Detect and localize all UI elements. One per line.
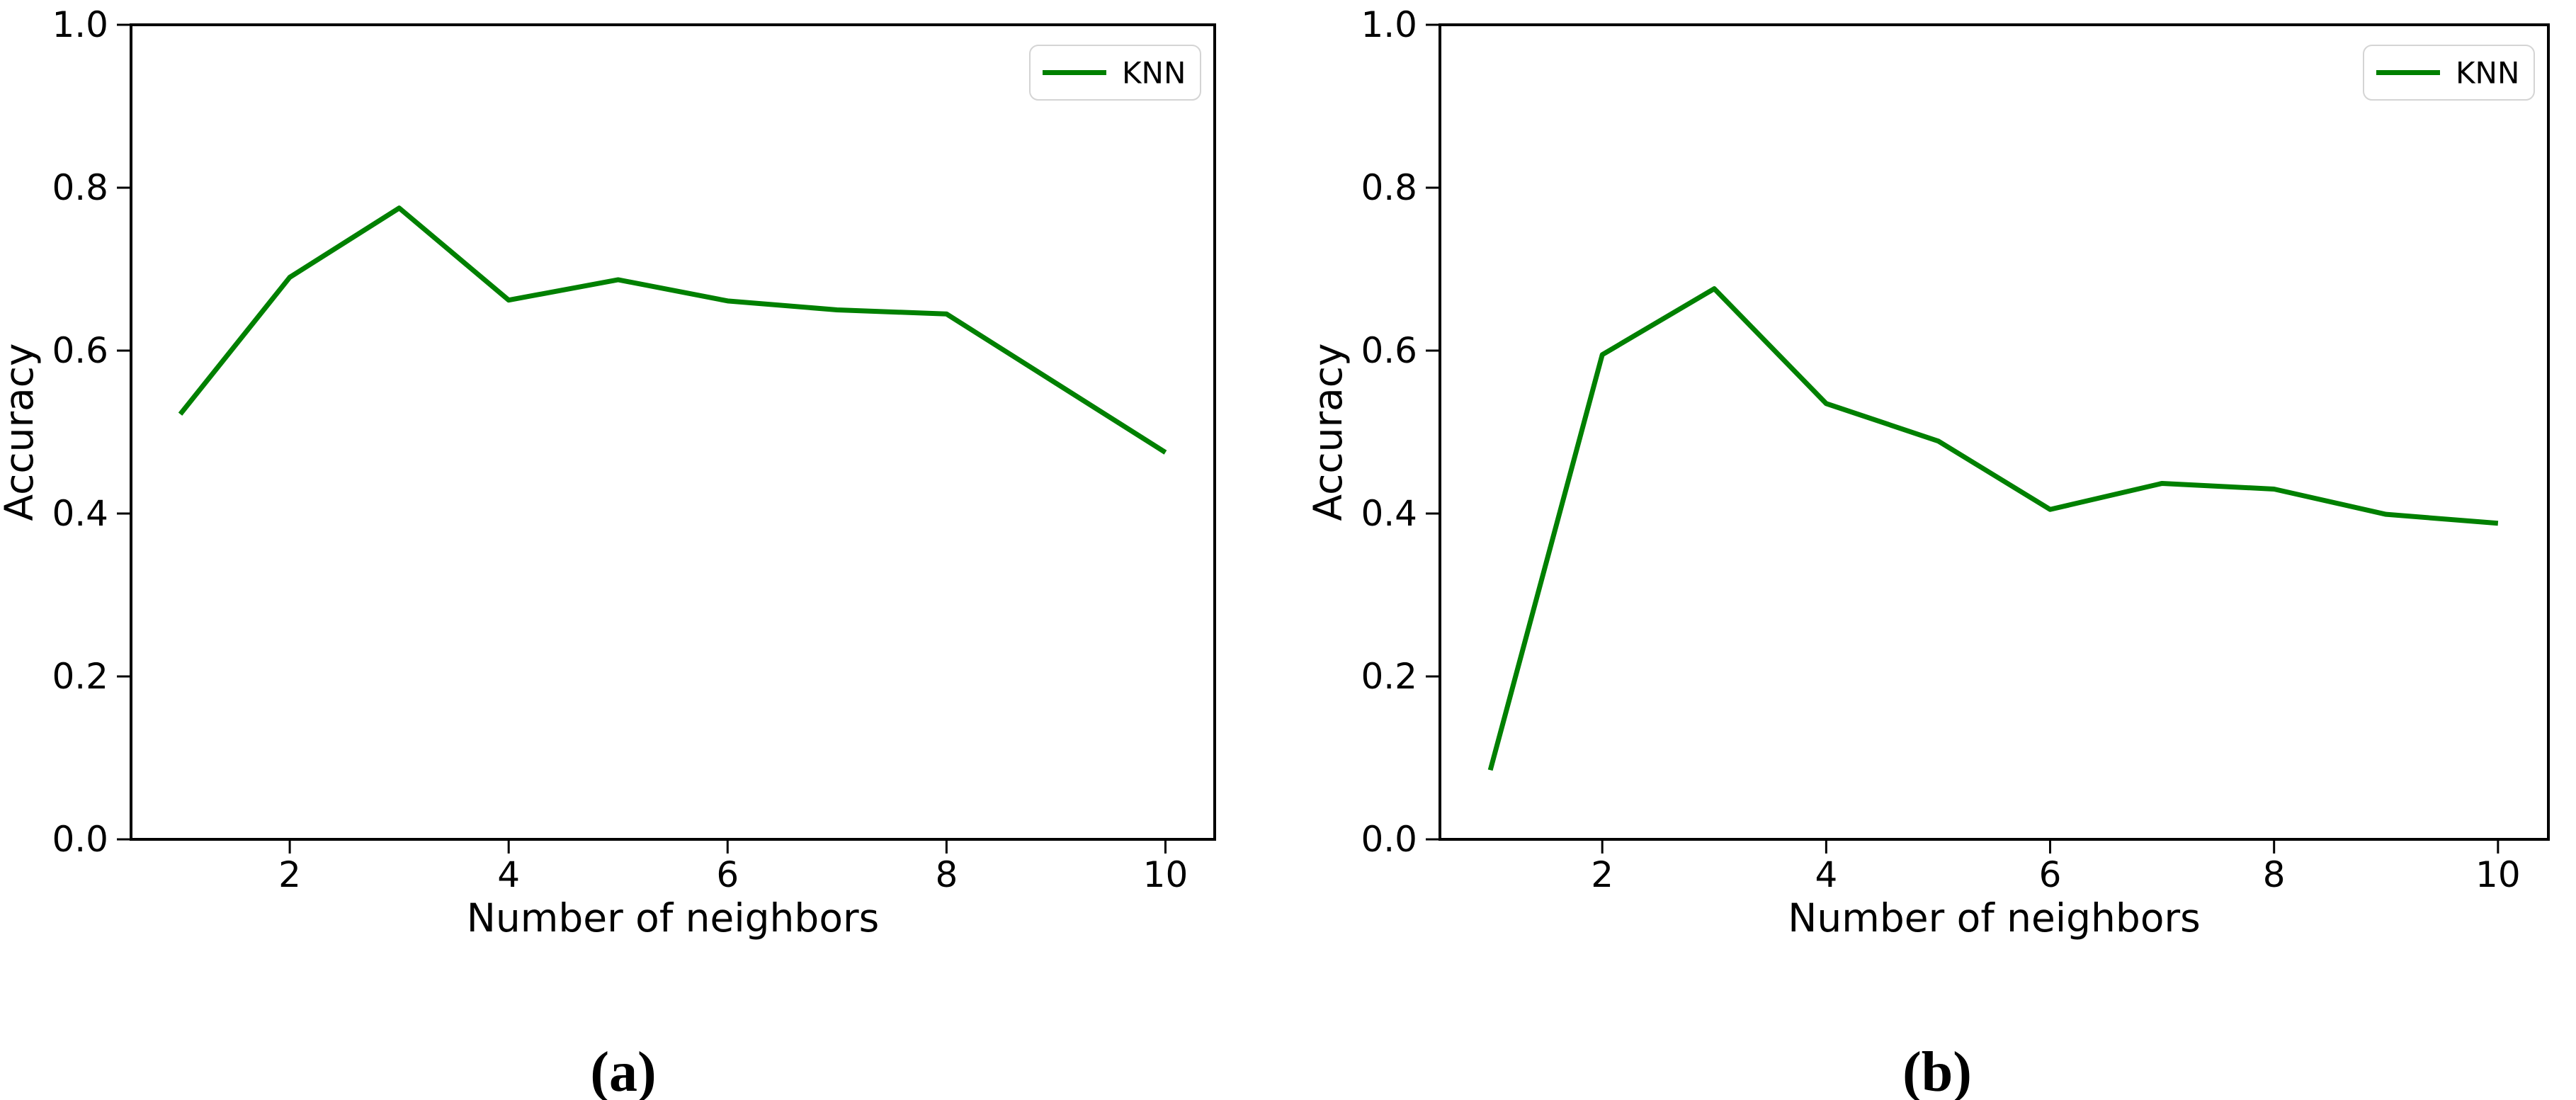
y-tick-label: 0.4 [52,493,108,534]
x-tick-label: 8 [2263,854,2286,895]
y-axis-label: Accuracy [1305,343,1351,521]
plot-border [1439,23,2550,841]
x-axis-label: Number of neighbors [1788,895,2201,941]
x-tick-label: 8 [935,854,958,895]
knn-line-series [1487,286,2499,771]
y-tick-label: 0.6 [1361,330,1417,371]
x-tick-label: 4 [497,854,520,895]
knn-line-series [178,205,1167,455]
y-tick-label: 0.6 [52,330,108,371]
x-tick-label: 2 [278,854,301,895]
caption-a: (a) [590,1041,656,1100]
y-axis-label: Accuracy [0,343,42,521]
y-tick-label: 0.2 [52,656,108,697]
legend: KNN [2363,45,2535,101]
y-tick-label: 0.8 [1361,167,1417,208]
legend-box [1029,45,1201,101]
x-tick-label: 2 [1591,854,1613,895]
legend-label: KNN [2456,56,2519,91]
chart-panel-b: 2 4 6 8 10 0.0 0.2 0.4 0.6 0.8 1.0 Number of neighb… [1305,4,2550,941]
y-tick-label: 0.8 [52,167,108,208]
legend: KNN [1029,45,1201,101]
y-tick-label: 1.0 [52,4,108,45]
y-tick-label: 0.2 [1361,656,1417,697]
y-tick-label: 0.0 [1361,819,1417,860]
x-tick-label: 4 [1815,854,1837,895]
x-tick-label: 10 [2475,854,2521,895]
y-tick-label: 1.0 [1361,4,1417,45]
x-axis-label: Number of neighbors [467,895,880,941]
chart-panel-a: 2 4 6 8 10 0.0 0.2 0.4 0.6 0.8 1.0 Number of neighb… [0,4,1216,941]
x-tick-label: 10 [1143,854,1188,895]
y-tick-label: 0.0 [52,819,108,860]
plot-border [130,23,1216,841]
caption-b: (b) [1902,1041,1972,1100]
y-tick-label: 0.4 [1361,493,1417,534]
x-tick-label: 6 [2039,854,2062,895]
legend-box [2363,45,2535,101]
x-tick-label: 6 [716,854,739,895]
legend-label: KNN [1122,56,1186,91]
